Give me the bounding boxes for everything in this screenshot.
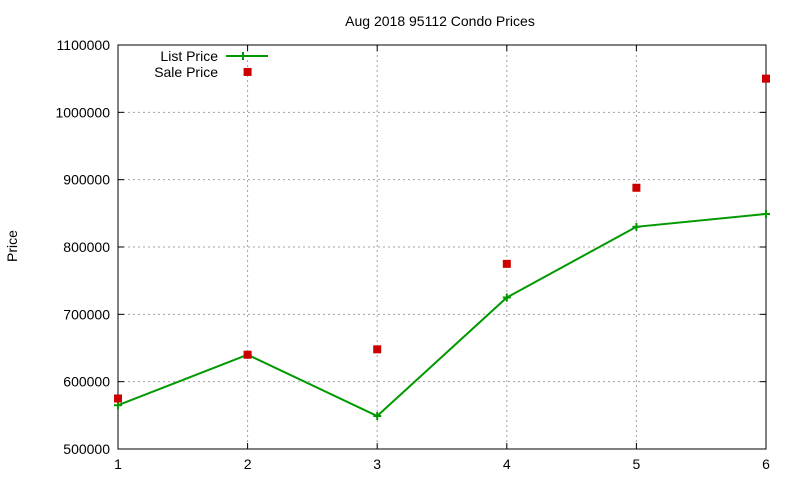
y-axis-label: Price [4, 230, 20, 262]
series-layer [114, 67, 770, 421]
x-tick-label: 6 [762, 456, 770, 472]
sale-price-point [114, 394, 122, 403]
legend-label-list-price: List Price [160, 48, 218, 64]
chart-title: Aug 2018 95112 Condo Prices [345, 13, 535, 29]
y-tick-label: 1000000 [55, 104, 110, 120]
list-price-point [762, 210, 770, 219]
axes-layer [117, 44, 767, 450]
sale-price-point [762, 74, 770, 83]
y-tick-label: 1100000 [57, 37, 111, 53]
sale-price-point [632, 183, 641, 192]
sale-price-point [243, 350, 252, 359]
grid-layer [118, 45, 766, 449]
y-tick-label: 900000 [63, 172, 110, 188]
x-tick-label: 4 [503, 456, 511, 472]
x-tick-label: 2 [244, 456, 252, 472]
list-price-point [114, 401, 122, 410]
sale-price-point [502, 259, 511, 268]
list-price-point [373, 412, 382, 421]
sale-price-point [373, 345, 382, 354]
y-tick-label: 700000 [63, 306, 110, 322]
x-tick-label: 3 [373, 456, 381, 472]
y-tick-label: 500000 [63, 441, 110, 457]
x-tick-label: 1 [114, 456, 122, 472]
legend-label-sale-price: Sale Price [154, 64, 218, 80]
list-price-line [117, 213, 767, 418]
sale-price-point [243, 67, 252, 76]
tick-labels-layer: 1 2 3 4 5 6 500000 600000 700000 800000 900000 1000… [55, 37, 770, 472]
y-tick-label: 800000 [63, 239, 110, 255]
list-price-point [632, 222, 641, 231]
list-price-point [502, 293, 511, 302]
x-tick-label: 5 [633, 456, 641, 472]
y-tick-label: 600000 [63, 374, 110, 390]
